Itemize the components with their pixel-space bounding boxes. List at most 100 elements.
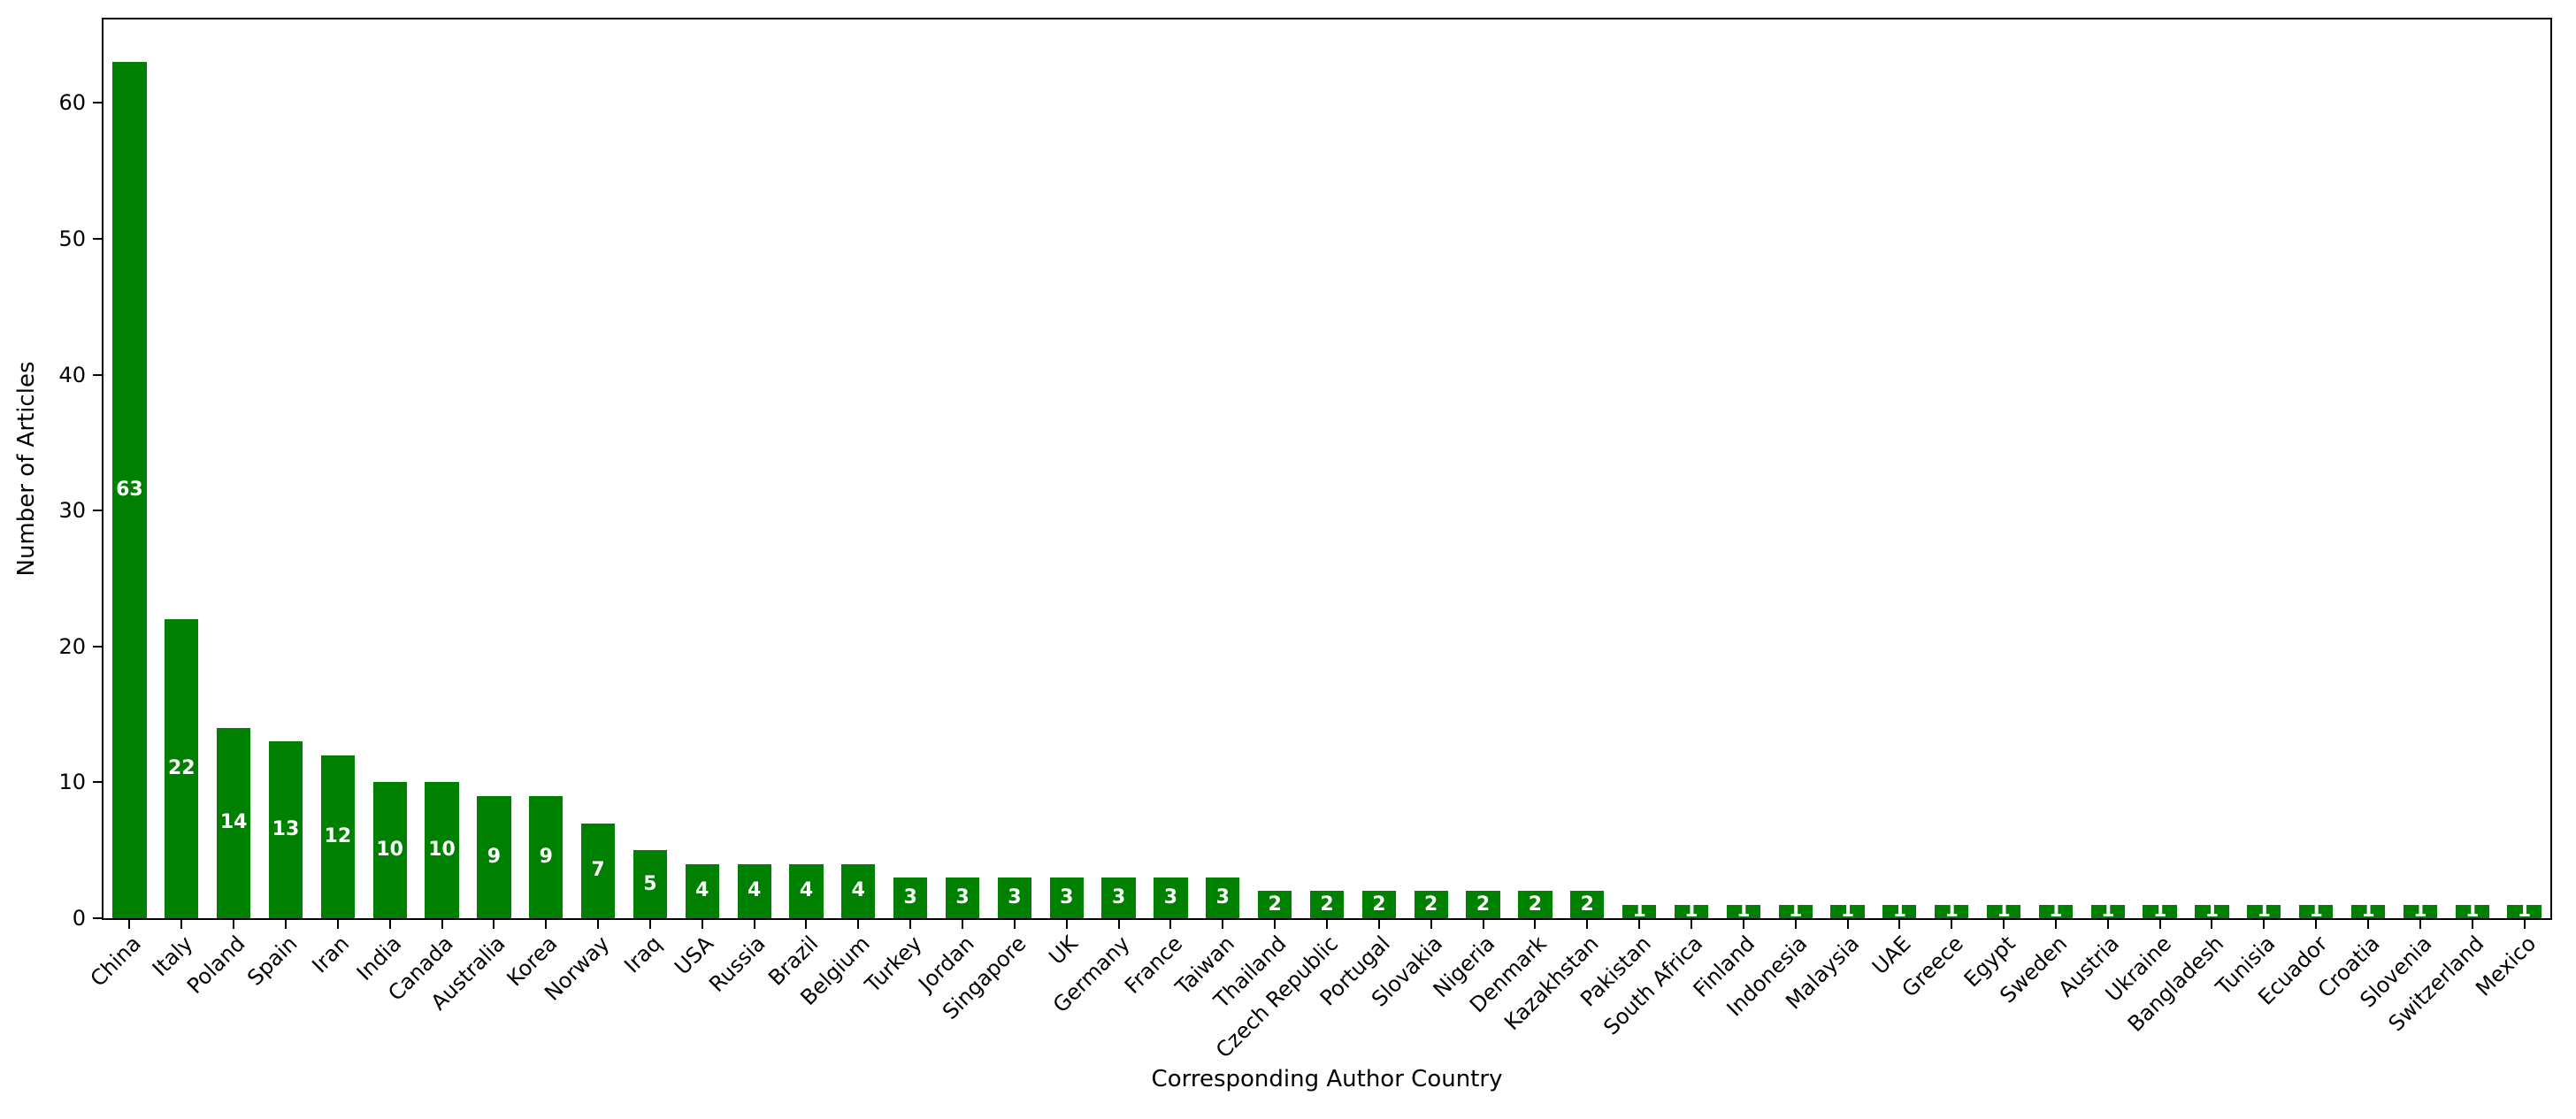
bar-value-label: 3 [955, 885, 970, 908]
bar: 1 [2038, 901, 2074, 921]
y-tick-label: 0 [72, 906, 86, 931]
bar: 7 [580, 823, 616, 918]
bar: 3 [1206, 877, 1240, 918]
bar-value-label: 3 [1008, 885, 1022, 908]
bar-value-label: 1 [2361, 900, 2375, 923]
bar: 2 [1414, 891, 1448, 918]
bar: 3 [1049, 877, 1084, 918]
x-tick [2419, 918, 2421, 929]
x-tick [2315, 918, 2318, 929]
bar-value-label: 12 [324, 824, 352, 847]
x-tick [1846, 918, 1849, 929]
bar-value-label: 3 [1215, 885, 1230, 908]
bar-value-label: 1 [1944, 900, 1959, 923]
bar-value-label: 2 [1528, 893, 1543, 916]
x-tick [1951, 918, 1953, 929]
bar: 14 [217, 727, 251, 918]
bar-value-label: 2 [1268, 893, 1282, 916]
bar-value-label: 4 [695, 879, 709, 902]
bar: 1 [1935, 901, 1969, 921]
bar: 1 [2455, 901, 2489, 921]
bar-value-label: 1 [1997, 900, 2011, 923]
x-tick [545, 918, 548, 929]
bar: 2 [1258, 891, 1292, 918]
bar-value-label: 1 [1840, 900, 1855, 923]
x-tick [1326, 918, 1328, 929]
bar-value-label: 9 [487, 845, 502, 868]
x-tick [1482, 918, 1484, 929]
bar-value-label: 14 [219, 811, 248, 834]
y-tick-label: 20 [58, 633, 86, 659]
bar-value-label: 5 [643, 872, 657, 895]
x-tick [128, 918, 131, 929]
bar: 1 [1726, 901, 1760, 921]
bar-value-label: 1 [2152, 900, 2167, 923]
bar-value-label: 2 [1372, 893, 1386, 916]
x-tick-label: Turkey [860, 931, 927, 998]
bar: 4 [789, 863, 824, 918]
x-tick [180, 918, 183, 929]
x-tick [2211, 918, 2213, 929]
y-tick [93, 510, 104, 512]
x-tick [857, 918, 860, 929]
x-tick-label: Spain [242, 931, 303, 991]
x-tick [805, 918, 808, 929]
bar: 3 [997, 877, 1032, 918]
x-tick-label: Iran [307, 931, 355, 978]
bar-value-label: 3 [903, 885, 917, 908]
bar: 22 [165, 619, 199, 918]
bar-value-label: 22 [167, 757, 196, 780]
x-tick [648, 918, 651, 929]
bar: 3 [1101, 877, 1136, 918]
x-tick [597, 918, 600, 929]
bar-value-label: 10 [376, 839, 403, 862]
x-tick [1065, 918, 1068, 929]
bar-value-label: 1 [1632, 900, 1646, 923]
x-tick [2263, 918, 2266, 929]
bar-value-label: 1 [2309, 900, 2323, 923]
y-tick [93, 102, 104, 104]
bar: 9 [477, 795, 511, 918]
bar: 2 [1518, 891, 1552, 918]
x-tick [388, 918, 391, 929]
bar-value-label: 4 [799, 879, 814, 902]
bar-value-label: 3 [1111, 885, 1126, 908]
bar: 1 [1622, 901, 1657, 921]
bar-value-label: 7 [591, 859, 605, 882]
y-axis-title: Number of Articles [13, 361, 40, 577]
bar-value-label: 3 [1163, 885, 1178, 908]
x-tick-label: USA [670, 931, 719, 980]
bar: 4 [737, 863, 771, 918]
bar: 10 [372, 782, 407, 918]
x-tick [1586, 918, 1589, 929]
bar: 4 [685, 863, 719, 918]
bar-value-label: 13 [272, 818, 300, 841]
bar: 4 [841, 863, 876, 918]
bar-value-label: 4 [851, 879, 865, 902]
x-tick [962, 918, 964, 929]
x-tick [493, 918, 495, 929]
x-tick-label: UK [1044, 931, 1084, 970]
bar-value-label: 2 [1580, 893, 1594, 916]
bar-value-label: 1 [2101, 900, 2115, 923]
x-tick [1117, 918, 1120, 929]
bar-value-label: 9 [539, 845, 553, 868]
y-tick [93, 781, 104, 784]
bar-value-label: 2 [1476, 893, 1491, 916]
bar-value-label: 2 [1424, 893, 1438, 916]
bar: 1 [2090, 901, 2125, 921]
x-tick [1169, 918, 1172, 929]
x-tick-label: Iraq [619, 931, 667, 978]
bar: 1 [2247, 901, 2281, 921]
x-tick [1377, 918, 1380, 929]
plot-area: 0 10 20 30 40 50 60 63 China 22 Italy 14 Poland 13 Spa… [58, 18, 2552, 1063]
x-tick [1013, 918, 1016, 929]
x-tick [441, 918, 443, 929]
bar-value-label: 10 [428, 839, 456, 862]
x-tick-label: Poland [182, 931, 250, 1000]
x-tick [1742, 918, 1744, 929]
bar: 9 [529, 795, 564, 918]
x-tick [336, 918, 339, 929]
x-tick [909, 918, 912, 929]
